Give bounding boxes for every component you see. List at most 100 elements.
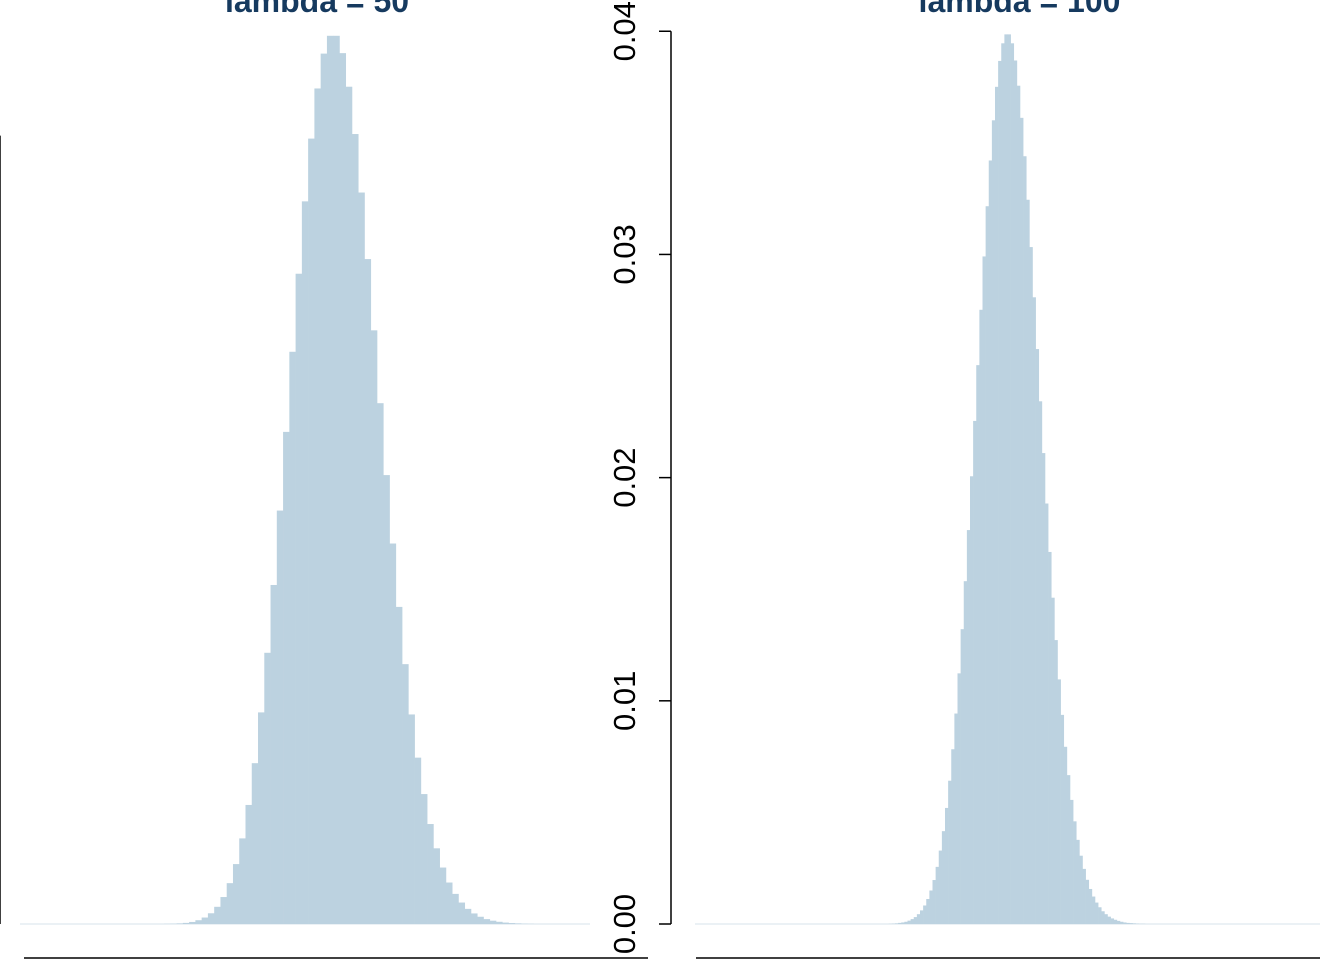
bar — [1035, 349, 1040, 925]
bar — [207, 913, 215, 924]
bar — [289, 351, 296, 925]
bar — [270, 584, 278, 924]
bar — [995, 86, 999, 924]
y-tick-label: 0.03 — [607, 224, 642, 284]
bar — [1041, 453, 1046, 924]
bar — [339, 53, 347, 925]
bar — [1120, 921, 1124, 924]
y-tick-label: 0.00 — [607, 894, 642, 954]
bar — [991, 120, 996, 924]
chart-title: lambda = 100 — [919, 0, 1121, 19]
bar — [370, 330, 378, 924]
bar — [1091, 896, 1096, 924]
bar — [1107, 916, 1111, 924]
bar — [904, 921, 908, 924]
bar — [258, 712, 265, 924]
bar — [502, 922, 509, 924]
bar — [189, 921, 196, 924]
bar — [1026, 199, 1030, 925]
bar — [389, 543, 397, 924]
bar — [458, 902, 466, 924]
bar — [320, 53, 328, 925]
bar — [264, 652, 271, 924]
bar — [377, 403, 384, 924]
bar — [1001, 43, 1005, 925]
bar — [985, 206, 990, 925]
bar — [364, 259, 372, 924]
bar — [433, 848, 440, 924]
chart-title: lambda = 50 — [225, 0, 409, 19]
bar — [976, 365, 980, 924]
bar — [427, 824, 434, 924]
bar — [452, 893, 459, 924]
bar — [483, 919, 491, 924]
bar — [464, 908, 472, 924]
bar — [966, 530, 971, 924]
bar — [945, 807, 949, 924]
bar — [477, 916, 484, 924]
bar — [929, 890, 933, 924]
bar — [1013, 60, 1018, 924]
bar — [220, 897, 228, 924]
bar — [1101, 911, 1105, 924]
bar — [251, 763, 259, 924]
bar — [333, 35, 340, 925]
bar — [1010, 43, 1015, 925]
bar — [1057, 679, 1061, 924]
bar — [923, 905, 927, 924]
bar — [176, 923, 184, 924]
bar — [201, 917, 209, 924]
bar — [910, 919, 915, 924]
bar — [1023, 156, 1027, 925]
bar — [326, 35, 334, 925]
bar — [182, 922, 190, 924]
bar — [916, 914, 921, 924]
bar — [1045, 503, 1049, 924]
bar — [470, 913, 478, 924]
bar — [1070, 799, 1074, 924]
bar — [913, 917, 918, 924]
bar — [239, 838, 246, 924]
bar — [957, 673, 961, 924]
bar — [948, 780, 952, 924]
bar — [345, 86, 353, 924]
bar — [420, 794, 428, 924]
bar — [1066, 775, 1071, 924]
bar — [1032, 297, 1036, 924]
bar — [439, 867, 447, 924]
bar — [214, 906, 221, 924]
bar — [301, 201, 309, 924]
bar — [1085, 879, 1090, 924]
bar — [1054, 640, 1058, 924]
bar — [1088, 888, 1093, 924]
bar — [351, 134, 359, 925]
bar — [514, 923, 522, 924]
bar — [1016, 85, 1021, 924]
bar — [245, 804, 253, 924]
bar — [1060, 714, 1065, 924]
bar — [1123, 922, 1127, 924]
bar — [1110, 918, 1115, 924]
bar — [938, 850, 943, 924]
bar — [932, 880, 936, 924]
bar — [414, 757, 422, 924]
bar — [1007, 34, 1011, 924]
bar — [979, 309, 983, 924]
bar — [1129, 923, 1133, 924]
bar — [1113, 919, 1118, 924]
bar — [973, 420, 977, 924]
bar — [1098, 907, 1102, 924]
bar — [963, 581, 968, 924]
y-tick-label: 0.02 — [607, 447, 642, 507]
bar — [1126, 922, 1130, 924]
bar — [970, 476, 974, 924]
bar — [907, 920, 911, 924]
bar — [1132, 923, 1136, 924]
bar — [1082, 868, 1086, 924]
bar — [1079, 855, 1083, 924]
bar — [445, 882, 453, 924]
bar — [1029, 247, 1033, 924]
bar — [408, 714, 415, 924]
